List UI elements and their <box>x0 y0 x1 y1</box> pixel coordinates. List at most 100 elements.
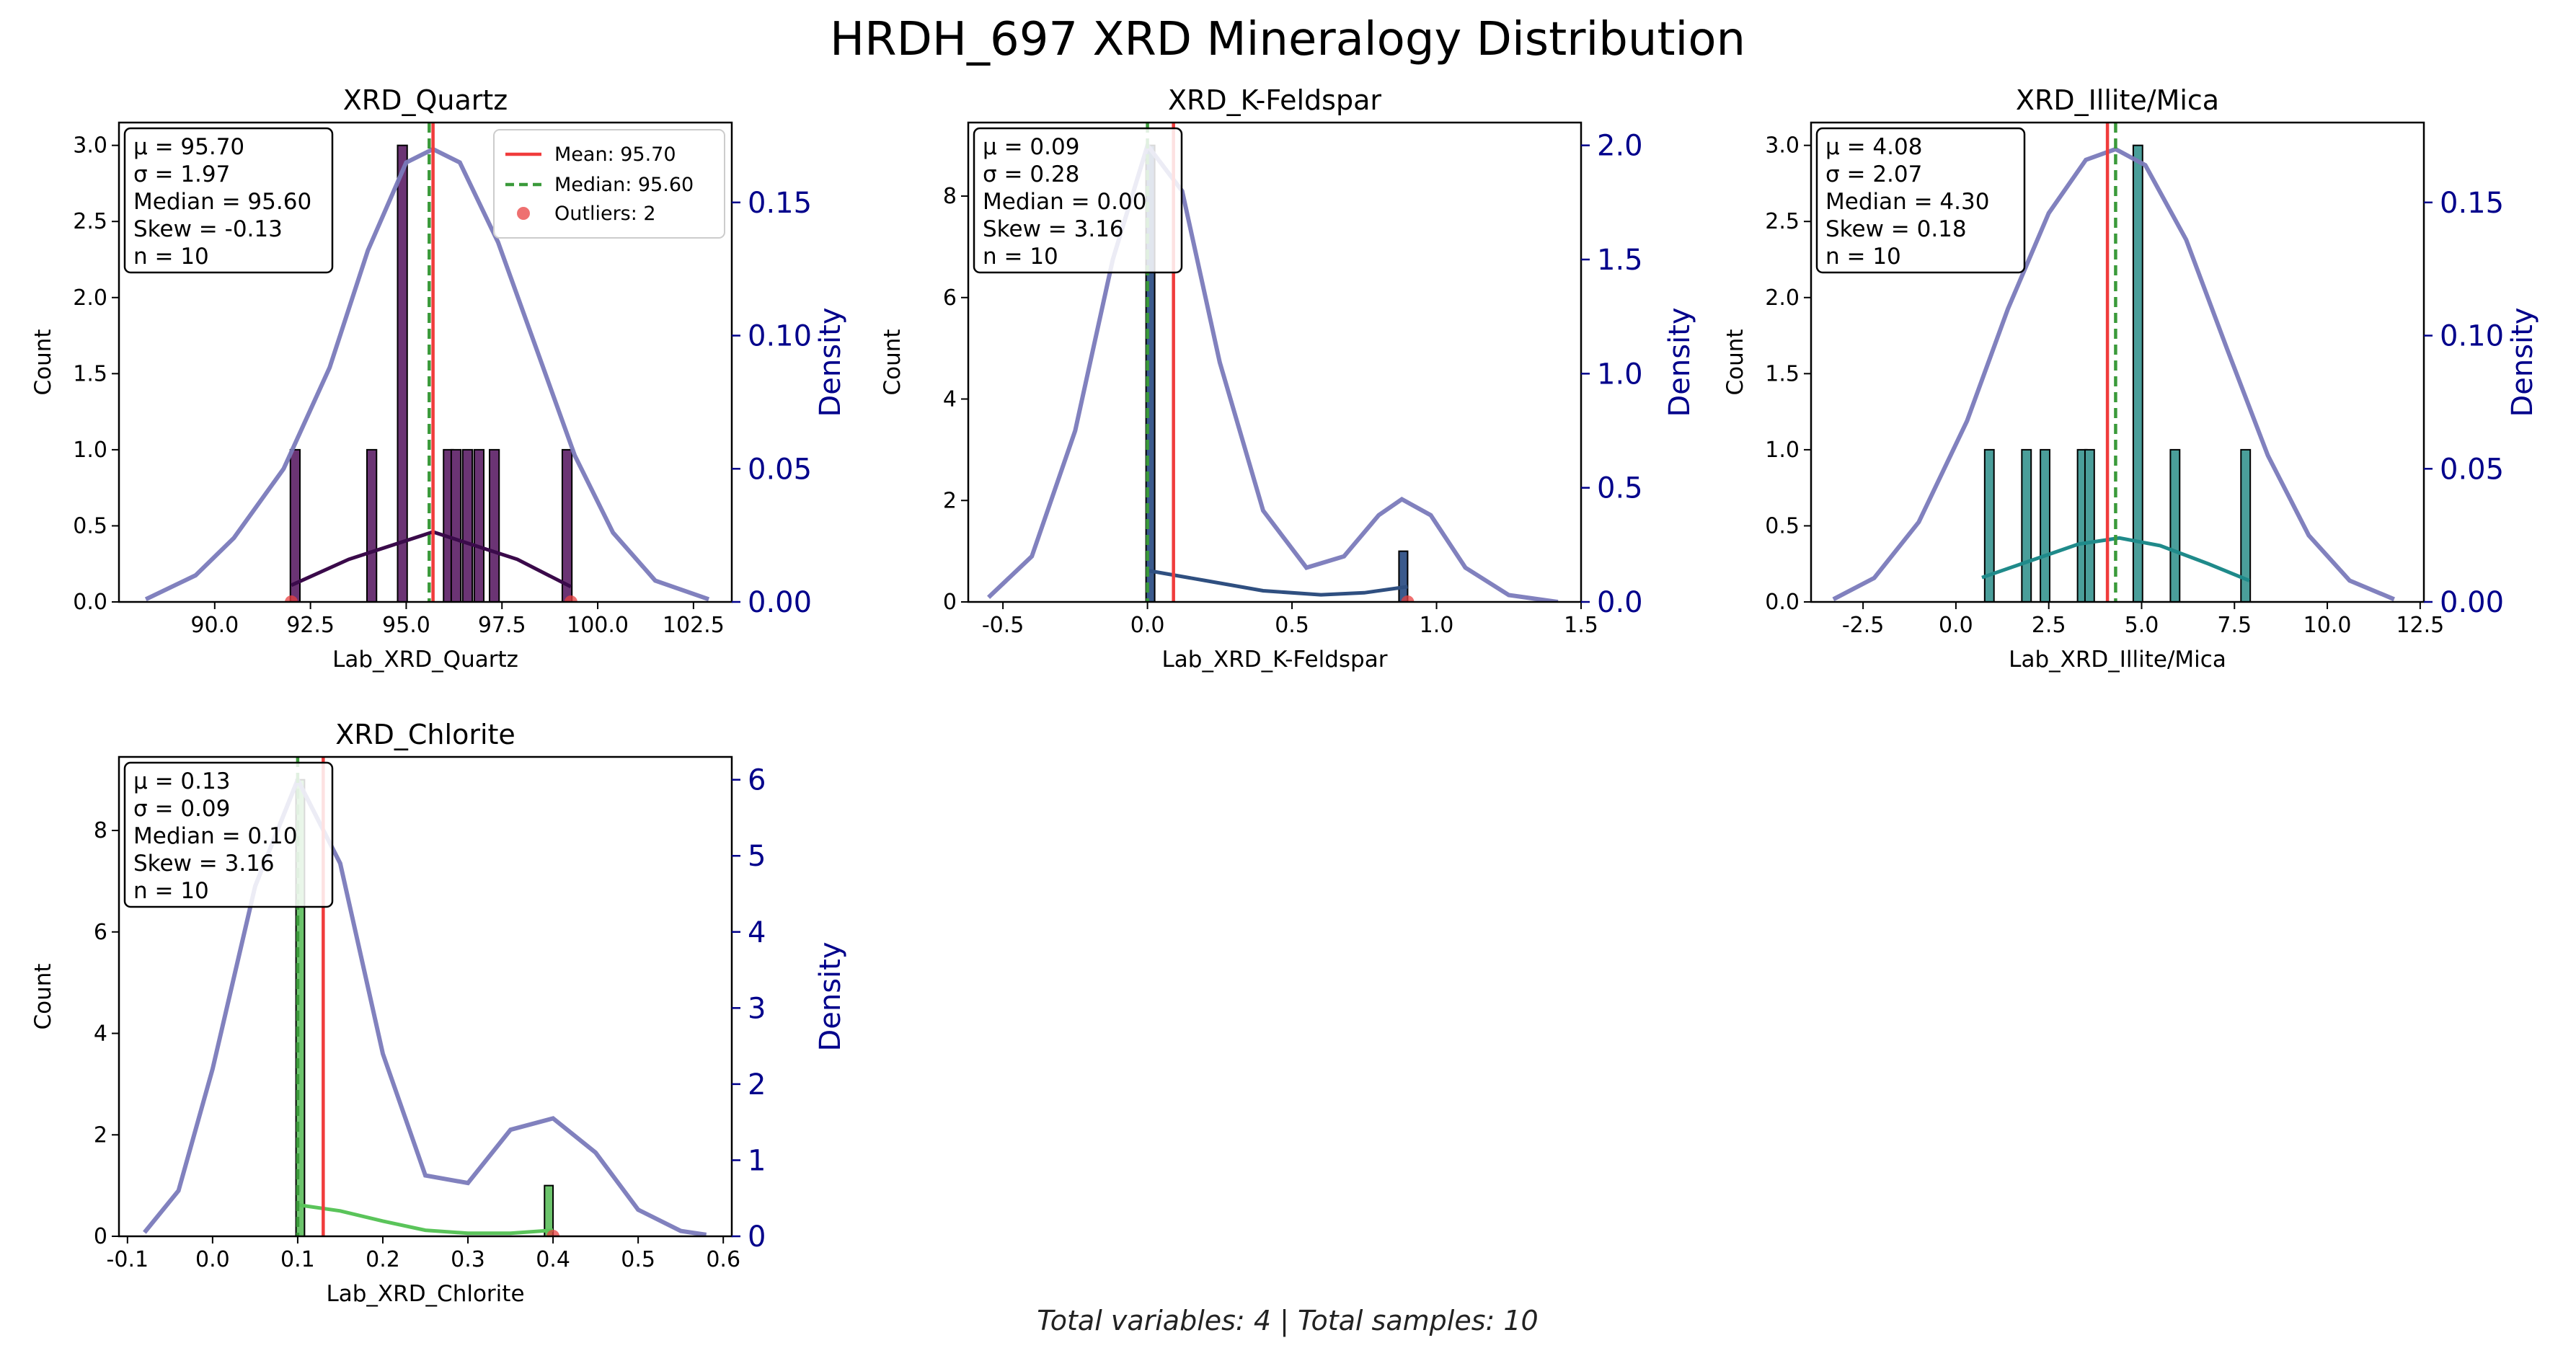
stats-line: μ = 0.09 <box>983 134 1079 160</box>
legend-mean-label: Mean: 95.70 <box>554 143 676 166</box>
y-tick-label: 0.0 <box>1765 590 1800 615</box>
subplot-2: XRD_Illite/Mica -2.5 0.0 2.5 5.0 7.5 10.0 12.5 L… <box>1722 84 2539 673</box>
histogram-bar <box>450 448 462 602</box>
x-tick-label: 0.2 <box>366 1247 400 1272</box>
histogram-bar <box>366 448 378 602</box>
histogram-bar <box>473 448 485 602</box>
y-tick-label: 1.5 <box>1765 361 1800 386</box>
y2-axis-label: Density <box>814 941 847 1051</box>
histogram-bar <box>561 448 573 602</box>
x-tick-label: 0.3 <box>451 1247 485 1272</box>
y-tick-label: 0.0 <box>73 590 107 615</box>
stats-line: Median = 95.60 <box>133 189 311 215</box>
y2-tick-label: 0.05 <box>2440 453 2504 486</box>
y2-tick-label: 2.0 <box>1597 130 1643 163</box>
y2-tick-label: 5 <box>748 840 766 873</box>
stats-line: μ = 0.13 <box>133 768 230 794</box>
x-tick-label: 0.5 <box>1275 613 1309 638</box>
legend-median-label: Median: 95.60 <box>554 174 694 196</box>
y-axis-label: Count <box>880 329 906 395</box>
stats-box <box>1815 127 2026 274</box>
subplot-title: XRD_Quartz <box>343 84 508 116</box>
stats-line: Skew = 3.16 <box>983 216 1124 242</box>
y-tick-label: 0 <box>943 590 957 615</box>
x-tick-label: 0.5 <box>621 1247 655 1272</box>
x-axis-label: Lab_XRD_Illite/Mica <box>2009 647 2226 673</box>
y-tick-label: 2.5 <box>73 209 107 234</box>
x-tick-label: 0.6 <box>706 1247 740 1272</box>
histogram-bar <box>2084 448 2095 602</box>
stats-line: n = 10 <box>1825 244 1901 270</box>
axes-frame <box>1810 121 2425 603</box>
subplot-3: XRD_Chlorite -0.1 0.0 0.1 0.2 0.3 0.4 0.5 0.6 Lab… <box>30 719 847 1307</box>
stats-box <box>123 761 334 908</box>
y-tick-label: 8 <box>943 184 957 209</box>
x-tick-label: 0.0 <box>1130 613 1165 638</box>
y-tick-label: 2.0 <box>1765 285 1800 311</box>
x-tick-label: 0.4 <box>536 1247 570 1272</box>
y2-tick-label: 1 <box>748 1144 766 1177</box>
figure-footer: Total variables: 4 | Total samples: 10 <box>1037 1305 1539 1337</box>
y-tick-label: 2 <box>943 488 957 513</box>
histogram-bar <box>544 1184 554 1236</box>
plot-area <box>1832 123 2395 602</box>
stats-line: n = 10 <box>983 244 1058 270</box>
y-axis-label: Count <box>1722 329 1748 395</box>
x-axis-label: Lab_XRD_Chlorite <box>326 1281 524 1307</box>
legend-outlier-swatch <box>517 207 530 220</box>
stats-line: n = 10 <box>133 244 209 270</box>
x-tick-label: 1.5 <box>1564 613 1598 638</box>
stats-line: σ = 0.09 <box>133 796 230 822</box>
y2-tick-label: 0.05 <box>748 453 812 486</box>
y2-tick-label: 0.15 <box>2440 187 2504 220</box>
figure-title: HRDH_697 XRD Mineralogy Distribution <box>830 13 1745 66</box>
y-tick-label: 8 <box>94 818 107 843</box>
kde-count-curve <box>1981 536 2250 582</box>
x-tick-label: 5.0 <box>2125 613 2159 638</box>
x-tick-label: -0.5 <box>982 613 1024 638</box>
x-tick-label: 0.0 <box>195 1247 230 1272</box>
y-tick-label: 0.5 <box>1765 513 1800 538</box>
histogram-bar <box>2132 144 2143 602</box>
x-tick-label: 0.1 <box>280 1247 315 1272</box>
y-tick-label: 6 <box>94 920 107 945</box>
x-tick-label: 90.0 <box>190 613 239 638</box>
y-tick-label: 6 <box>943 285 957 311</box>
y2-tick-label: 2 <box>748 1068 766 1101</box>
y2-tick-label: 0.15 <box>748 187 812 220</box>
y-tick-label: 2.5 <box>1765 209 1800 234</box>
y2-tick-label: 0.0 <box>1597 586 1643 619</box>
y-tick-label: 0 <box>94 1224 107 1249</box>
y2-axis-label: Density <box>2506 307 2539 417</box>
histogram-bar <box>461 448 474 602</box>
subplot-1: XRD_K-Feldspar -0.5 0.0 0.5 1.0 1.5 Lab_XRD_K-… <box>880 84 1696 673</box>
y2-tick-label: 0.5 <box>1597 472 1643 505</box>
y-tick-label: 3.0 <box>1765 133 1800 159</box>
x-axis-label: Lab_XRD_Quartz <box>332 647 518 673</box>
y2-tick-label: 0 <box>748 1220 766 1254</box>
subplot-title: XRD_Chlorite <box>335 719 515 750</box>
density-curve <box>143 774 707 1236</box>
stats-line: Median = 4.30 <box>1825 189 1989 215</box>
histogram-bar <box>2169 448 2181 602</box>
outlier-point <box>1401 595 1415 602</box>
x-tick-label: -0.1 <box>107 1247 149 1272</box>
histogram-bar <box>2021 448 2032 602</box>
subplot-title: XRD_Illite/Mica <box>2016 84 2219 116</box>
outlier-point <box>285 595 298 602</box>
y2-tick-label: 1.5 <box>1597 244 1643 277</box>
stats-line: n = 10 <box>133 878 209 904</box>
density-curve <box>987 141 1559 602</box>
histogram-bar <box>2040 448 2050 602</box>
outlier-point <box>564 595 577 602</box>
stats-line: σ = 2.07 <box>1825 161 1922 187</box>
histogram-bar <box>397 144 408 602</box>
y2-tick-label: 1.0 <box>1597 358 1643 391</box>
x-tick-label: 12.5 <box>2396 613 2444 638</box>
y2-tick-label: 0.00 <box>2440 586 2504 619</box>
histogram-bar <box>2240 448 2252 602</box>
x-tick-label: 100.0 <box>567 613 629 638</box>
histogram-bar <box>1398 550 1409 602</box>
x-tick-label: -2.5 <box>1842 613 1885 638</box>
